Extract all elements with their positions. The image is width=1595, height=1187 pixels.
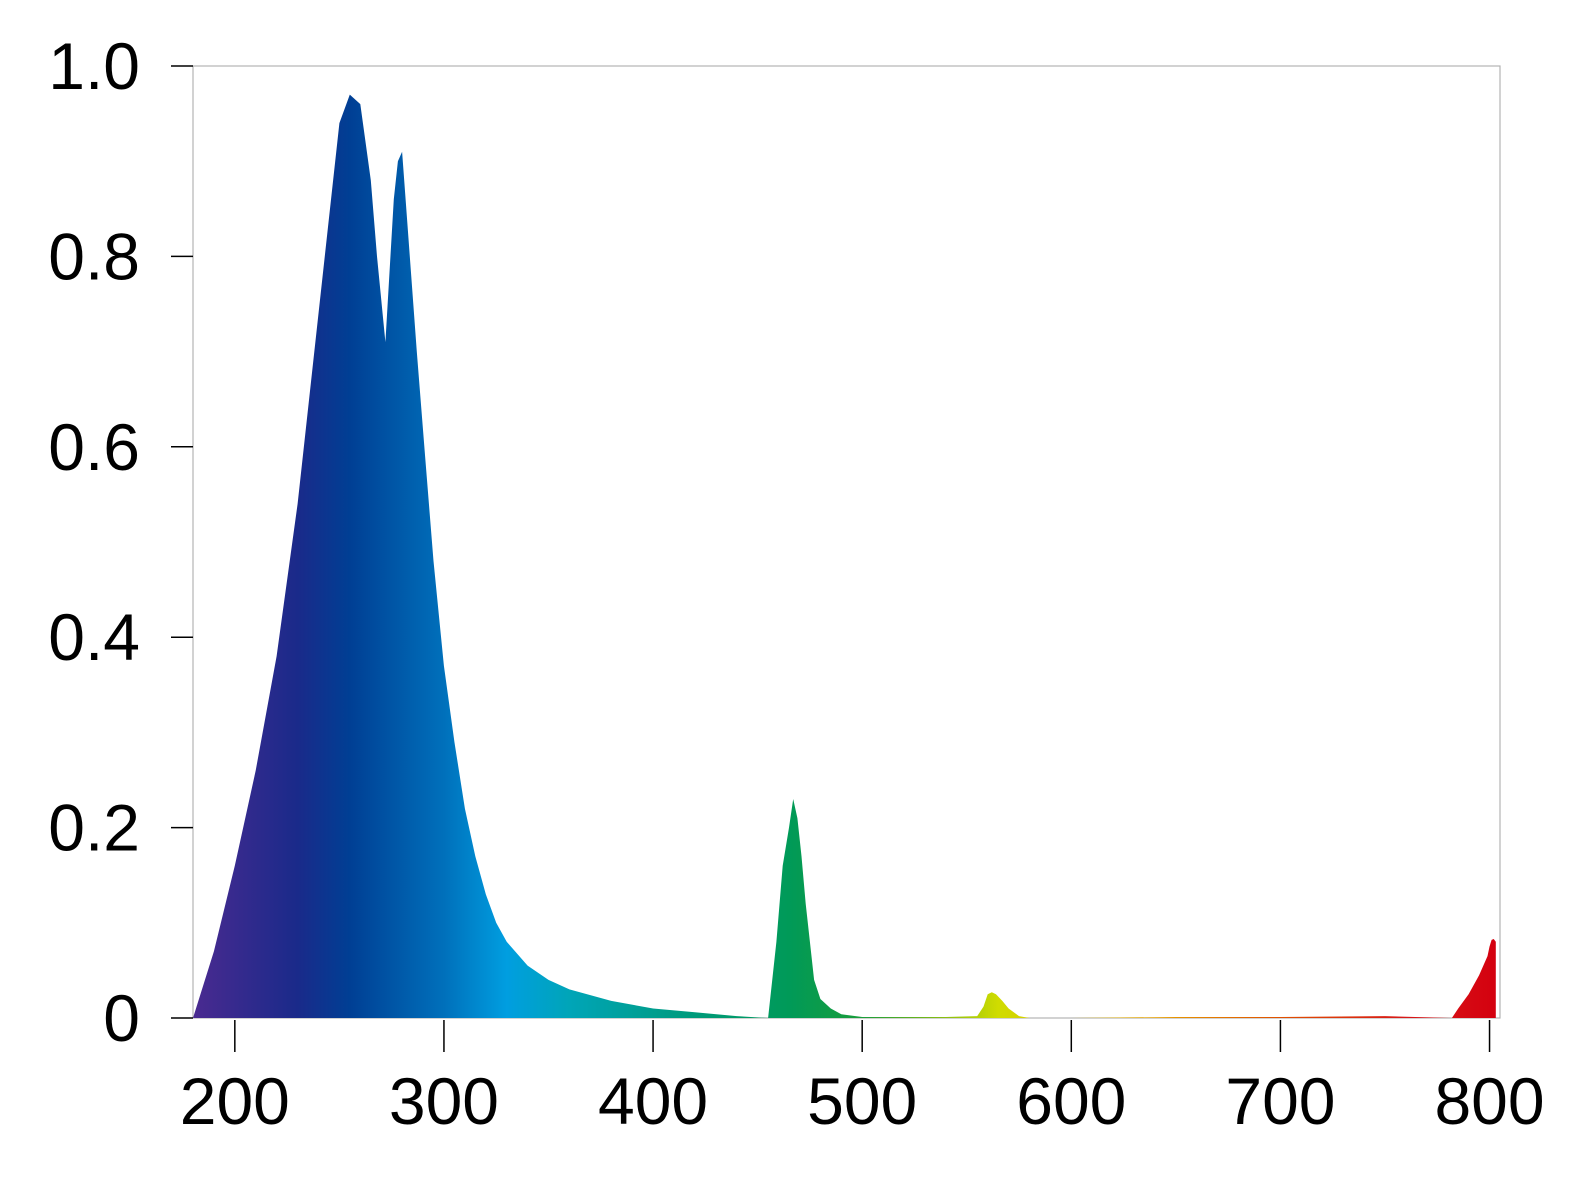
spectrum-area-0: [193, 94, 1496, 1019]
y-axis: 0 0.2 0.4 0.6 0.8 1.0: [48, 29, 193, 1055]
x-tick-label-700: 700: [1225, 1064, 1335, 1138]
x-tick-label-300: 300: [389, 1064, 499, 1138]
x-tick-label-200: 200: [180, 1064, 290, 1138]
y-tick-label-0.2: 0.2: [48, 791, 140, 865]
plot-area: [192, 65, 1501, 1019]
y-tick-label-0: 0: [103, 981, 140, 1055]
y-tick-label-0.4: 0.4: [48, 600, 140, 674]
x-tick-label-400: 400: [598, 1064, 708, 1138]
y-tick-label-1.0: 1.0: [48, 29, 140, 103]
x-tick-label-800: 800: [1434, 1064, 1544, 1138]
x-axis: 200 300 400 500 600 700 800: [180, 1020, 1545, 1138]
y-tick-label-0.8: 0.8: [48, 219, 140, 293]
x-tick-label-600: 600: [1016, 1064, 1126, 1138]
x-tick-label-500: 500: [807, 1064, 917, 1138]
y-tick-label-0.6: 0.6: [48, 410, 140, 484]
